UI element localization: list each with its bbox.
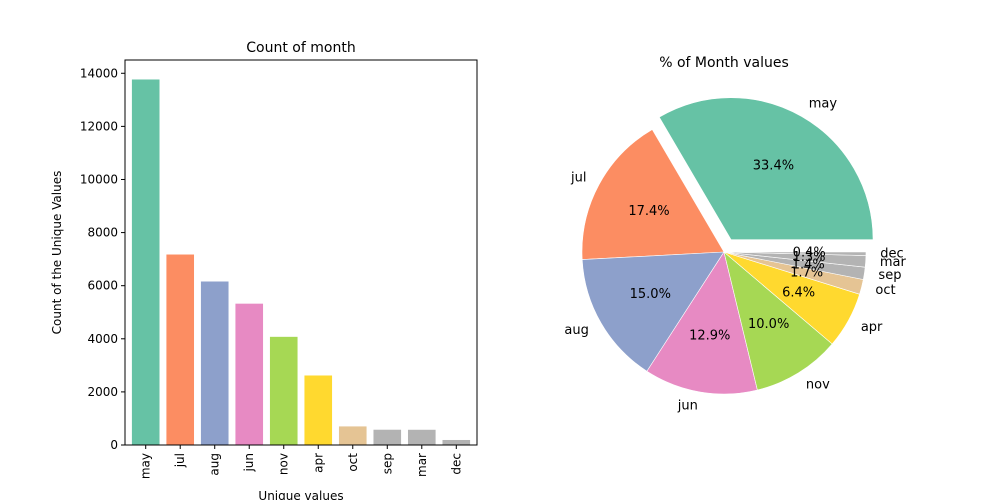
pie-percent-label: 1.7% <box>790 265 823 280</box>
pie-labels: 33.4% may 17.4% jul 15.0% aug 12.9% jun 10.0% nov… <box>564 97 906 414</box>
pie-slice-jun <box>646 251 758 395</box>
pie-slice-aug <box>581 251 725 372</box>
pie-category-label: may <box>809 97 838 112</box>
y-tick-label: 12000 <box>80 119 118 133</box>
bar-apr <box>304 375 333 445</box>
y-tick-label: 10000 <box>80 172 118 186</box>
bar-dec <box>442 439 471 445</box>
x-tick-label: sep <box>380 453 394 474</box>
y-tick-label: 2000 <box>87 385 118 399</box>
bar-y-axis-label: Count of the Unique Values <box>50 171 64 335</box>
pie-percent-label: 1.3% <box>792 250 825 265</box>
bar-jun <box>235 303 264 445</box>
pie-category-label: mar <box>880 255 907 270</box>
pie-percent-label: 10.0% <box>748 317 789 332</box>
bar-marks <box>131 79 471 446</box>
y-tick-label: 4000 <box>87 332 118 346</box>
pie-category-label: apr <box>861 320 883 335</box>
y-tick-label: 8000 <box>87 226 118 240</box>
pie-chart-title: % of Month values <box>659 55 789 71</box>
bar-chart-title: Count of month <box>246 40 355 56</box>
x-tick-label: nov <box>277 453 291 475</box>
x-tick-label: may <box>139 453 153 479</box>
pie-slice-may <box>658 97 874 240</box>
pie-percent-label: 1.4% <box>792 257 825 272</box>
bar-jul <box>166 254 195 445</box>
pie-category-label: jul <box>570 170 586 185</box>
x-tick-label: mar <box>415 453 429 477</box>
bar-y-ticks: 0 2000 4000 6000 8000 10000 12000 14000 <box>80 66 125 452</box>
pie-category-label: aug <box>564 323 588 338</box>
bar-plot-frame <box>124 59 478 446</box>
bar-may <box>131 79 160 446</box>
pie-category-label: dec <box>880 246 903 261</box>
pie-slice-nov <box>723 251 833 391</box>
bar-mar <box>407 429 436 445</box>
x-tick-label: jul <box>173 453 187 468</box>
pie-percent-label: 17.4% <box>628 204 669 219</box>
pie-percent-label: 33.4% <box>753 158 794 173</box>
x-tick-label: oct <box>346 453 360 472</box>
pie-category-label: jun <box>677 398 698 413</box>
x-tick-label: dec <box>449 453 463 475</box>
pie-slice-dec <box>723 251 867 256</box>
bar-nov <box>269 336 298 445</box>
y-tick-label: 6000 <box>87 279 118 293</box>
bar-x-ticks: may jul aug jun nov apr oct sep mar dec <box>139 445 463 479</box>
pie-percent-label: 12.9% <box>689 328 730 343</box>
bar-x-axis-label: Unique values <box>258 489 343 500</box>
pie-slice-jul <box>581 129 725 260</box>
pie-percent-label: 0.4% <box>793 246 826 261</box>
pie-slices <box>581 97 874 395</box>
y-tick-label: 14000 <box>80 66 118 80</box>
y-tick-label: 0 <box>110 438 118 452</box>
bar-chart: Count of month 0 2000 4000 6000 8000 10000 120… <box>50 40 478 500</box>
pie-percent-label: 15.0% <box>630 287 671 302</box>
pie-category-label: sep <box>878 268 901 283</box>
bar-sep <box>373 429 402 445</box>
x-tick-label: apr <box>311 453 325 473</box>
pie-category-label: oct <box>875 283 895 298</box>
pie-chart: % of Month values 33.4% may 17.4% jul 15.0% a… <box>564 55 906 413</box>
x-tick-label: jun <box>242 453 256 473</box>
bar-aug <box>200 281 229 445</box>
pie-category-label: nov <box>806 378 830 393</box>
x-tick-label: aug <box>208 453 222 476</box>
bar-oct <box>338 426 367 445</box>
pie-percent-label: 6.4% <box>782 286 815 301</box>
